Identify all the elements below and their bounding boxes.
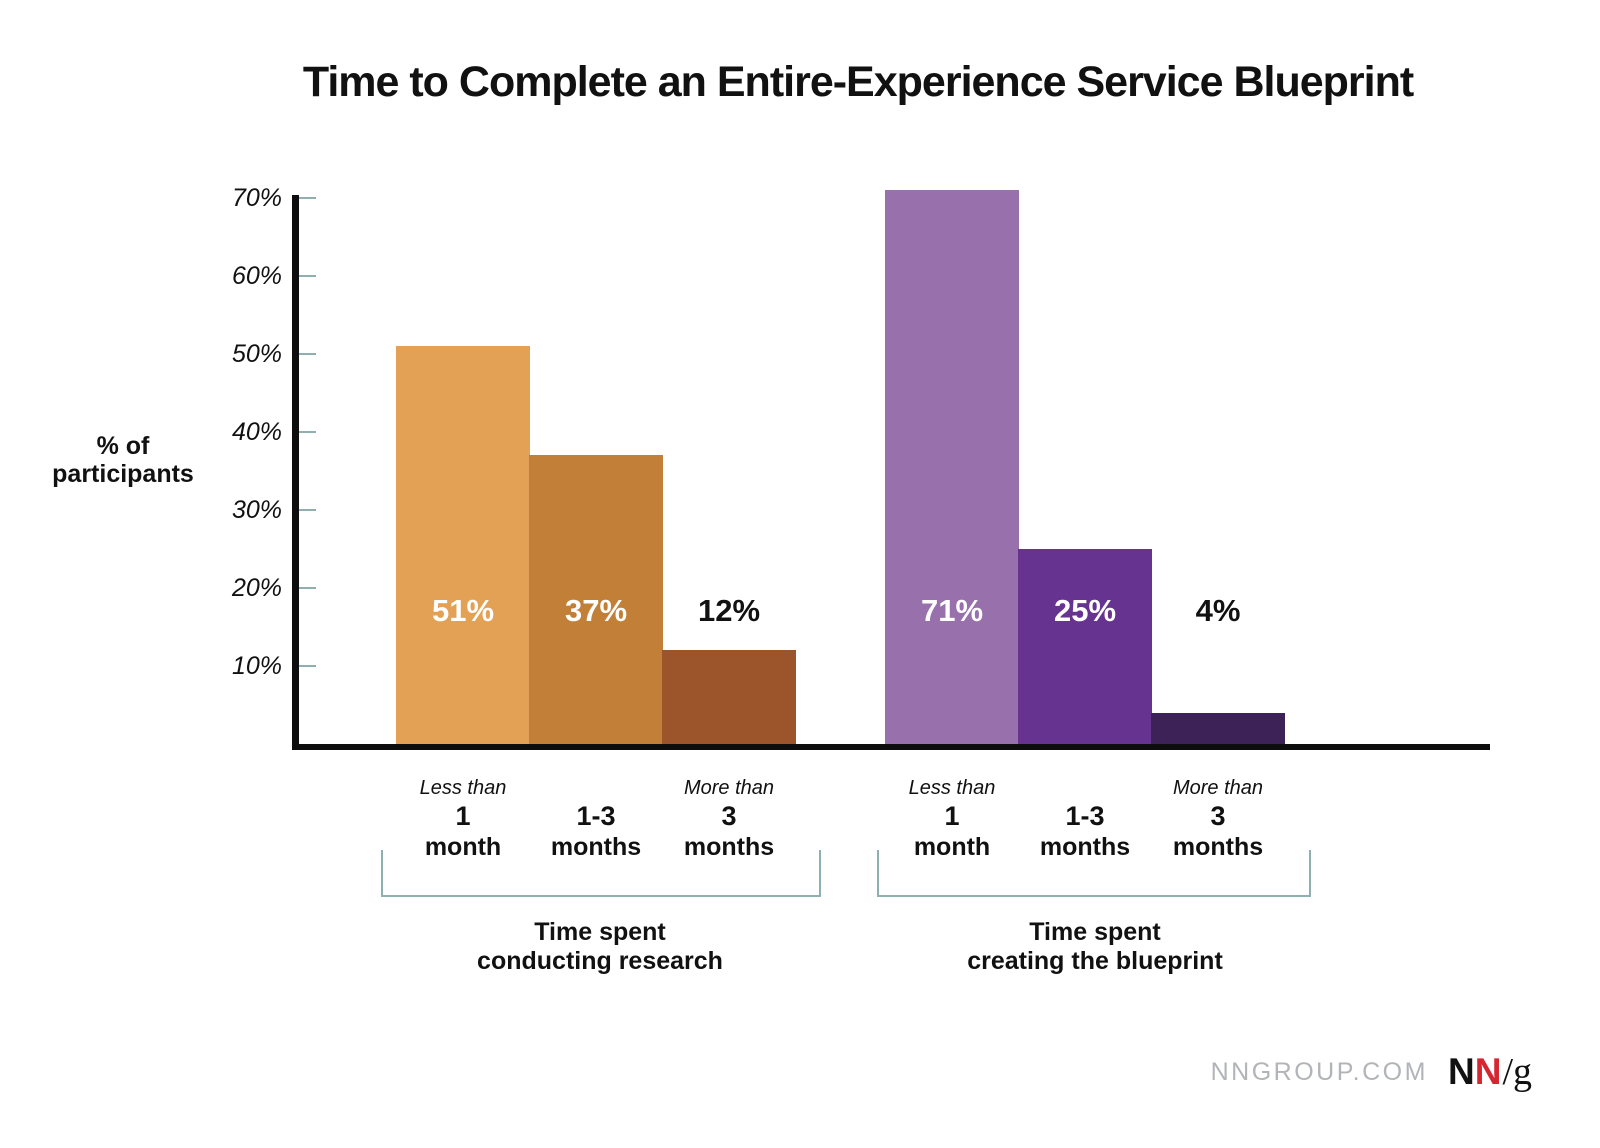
y-tick-label: 40%	[231, 418, 282, 446]
bar-blueprint-1-3-months	[1018, 549, 1152, 744]
y-tick-label: 70%	[231, 184, 282, 212]
group-label-blueprint: Time spent creating the blueprint	[967, 918, 1223, 975]
page-title: Time to Complete an Entire-Experience Se…	[302, 58, 1414, 106]
bar-value-label: 25%	[1053, 593, 1117, 628]
group-bracket-research	[381, 850, 821, 897]
bar-value-label: 12%	[697, 593, 761, 628]
category-amount: 3	[1210, 801, 1226, 831]
y-tick-label: 60%	[231, 262, 282, 290]
y-tick-mark	[299, 587, 316, 589]
site-url: NNGROUP.COM	[1210, 1057, 1428, 1086]
category-prefix: More than	[683, 777, 775, 799]
category-label: Less than 1 month	[867, 775, 1037, 862]
logo-n2: N	[1474, 1051, 1502, 1092]
category-unit: months	[683, 833, 775, 861]
bar-research-more-3-months	[662, 650, 796, 744]
category-label: More than 3 months	[644, 775, 814, 862]
category-prefix: Less than	[419, 777, 507, 799]
category-amount: 1	[455, 801, 471, 831]
y-tick-mark	[299, 353, 316, 355]
group-bracket-blueprint	[877, 850, 1311, 897]
category-amount: 1-3	[576, 801, 616, 831]
y-tick-mark	[299, 275, 316, 277]
category-label: More than 3 months	[1133, 775, 1303, 862]
y-tick-label: 50%	[231, 340, 282, 368]
x-axis-line	[292, 744, 1490, 750]
category-label: Less than 1 month	[378, 775, 548, 862]
category-unit: months	[550, 833, 642, 861]
category-unit: month	[913, 833, 991, 861]
y-tick-mark	[299, 431, 316, 433]
y-axis-title: % of participants	[52, 432, 194, 488]
category-unit: months	[1039, 833, 1131, 861]
category-amount: 1-3	[1065, 801, 1105, 831]
category-label: 1-3 months	[1000, 775, 1170, 862]
category-prefix: More than	[1172, 777, 1264, 799]
bar-blueprint-less-1-month	[885, 190, 1019, 744]
y-tick-mark	[299, 509, 316, 511]
category-prefix: Less than	[908, 777, 996, 799]
category-unit: month	[424, 833, 502, 861]
bar-research-1-3-months	[529, 455, 663, 744]
y-tick-label: 30%	[231, 496, 282, 524]
y-axis-line	[292, 195, 299, 750]
y-tick-mark	[299, 197, 316, 199]
footer: NNGROUP.COM N N/g	[1211, 1050, 1532, 1094]
bar-blueprint-more-3-months	[1151, 712, 1285, 744]
bar-value-label: 4%	[1195, 593, 1241, 628]
logo-n1: N	[1447, 1051, 1475, 1092]
y-tick-mark	[299, 665, 316, 667]
nng-logo: N N/g	[1448, 1050, 1532, 1094]
y-tick-label: 10%	[231, 652, 282, 680]
y-tick-label: 20%	[231, 574, 282, 602]
logo-slash-g: /g	[1502, 1051, 1532, 1093]
category-amount: 3	[721, 801, 737, 831]
category-unit: months	[1172, 833, 1264, 861]
category-amount: 1	[944, 801, 960, 831]
category-label: 1-3 months	[511, 775, 681, 862]
group-label-research: Time spent conducting research	[477, 918, 723, 975]
bar-value-label: 71%	[920, 593, 984, 628]
bar-value-label: 51%	[431, 593, 495, 628]
bar-value-label: 37%	[564, 593, 628, 628]
bar-research-less-1-month	[396, 346, 530, 744]
